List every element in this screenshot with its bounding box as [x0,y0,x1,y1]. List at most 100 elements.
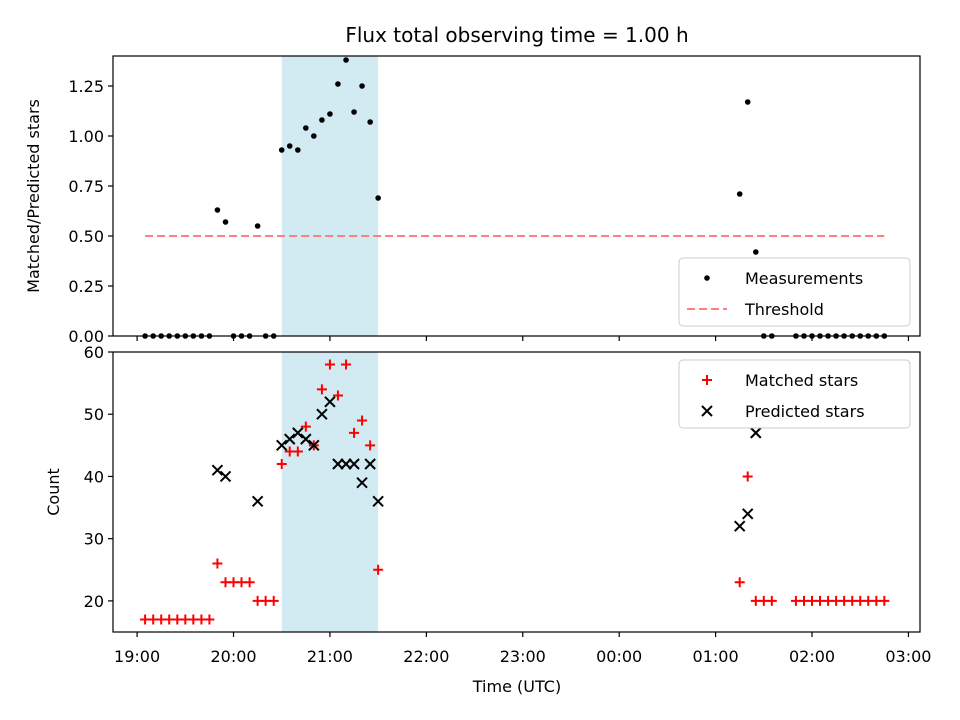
legend-label: Measurements [745,269,863,288]
y-tick-label: 0.50 [68,227,104,246]
y-tick-label: 50 [84,405,104,424]
data-point [744,99,751,105]
data-point [212,558,223,569]
x-tick-label: 21:00 [307,647,353,666]
legend-label: Threshold [744,300,824,319]
y-tick-label: 60 [84,343,104,362]
legend-box [678,359,911,429]
data-point [276,459,287,469]
data-point [284,433,296,445]
data-point [736,191,743,197]
data-point [356,476,368,489]
data-point [316,384,327,395]
x-tick-label: 02:00 [789,647,835,666]
data-point [879,595,890,606]
data-point [211,464,224,476]
legend-label: Matched stars [745,371,858,390]
data-point [332,458,344,470]
data-point [332,390,343,401]
x-tick-label: 03:00 [885,647,931,666]
data-point [222,219,229,225]
data-point [292,427,304,439]
x-tick-label: 23:00 [500,647,546,666]
legend-swatch [704,275,710,281]
data-point [324,359,335,370]
y-tick-label: 0.75 [68,177,104,196]
data-point [308,439,320,452]
legend-swatch [701,405,713,417]
data-point [219,470,232,483]
y-tick-label: 1.00 [68,127,104,146]
x-tick-label: 00:00 [596,647,642,666]
top-subplot: 0.00 0.25 0.50 0.75 1.00 1.25 Measurements Thre… [68,55,921,346]
legend-label: Predicted stars [745,402,865,421]
x-tick-label: 20:00 [210,647,256,666]
data-point [335,81,341,87]
series-matched-stars [140,359,890,625]
data-point [319,117,325,123]
data-point [375,195,381,201]
top-y-axis-label: Matched/Predicted stars [24,99,43,293]
data-point [286,143,293,149]
series-predicted-stars [211,396,762,532]
data-point [741,508,754,520]
data-point [750,427,762,439]
legend-swatch [702,375,712,385]
data-point [359,83,365,89]
observation-span-shade [281,56,379,336]
data-point [348,458,360,470]
data-point [311,133,317,139]
data-point [204,614,215,625]
data-point [364,458,376,470]
data-point [316,408,328,420]
data-point [214,207,221,213]
bottom-y-axis-label: Count [44,468,63,516]
y-tick-label: 0.00 [68,327,104,346]
data-point [303,125,309,131]
data-point [295,147,301,153]
data-point [341,359,352,370]
bottom-subplot: 20 30 40 50 60 19:00 20:00 21:00 22:00 23:00 00:00… [84,343,932,666]
y-tick-label: 30 [84,530,104,549]
data-point [343,57,349,63]
data-point [300,433,312,445]
axes-frame [112,55,921,337]
legend-item: Measurements [704,269,863,288]
data-point [372,495,384,508]
legend: Measurements Threshold [678,257,911,327]
data-point [373,564,384,575]
data-point [244,577,255,588]
data-point [766,595,777,606]
data-point [734,577,745,588]
y-tick-label: 20 [84,592,104,611]
data-point [349,427,360,438]
x-axis-label: Time (UTC) [472,677,561,696]
data-point [742,471,753,482]
data-point [268,595,279,606]
data-point [753,249,759,255]
legend-box [678,257,911,327]
data-point [254,223,261,229]
x-tick-label: 22:00 [403,647,449,666]
y-tick-label: 40 [84,467,104,486]
data-point [251,495,264,508]
data-point [292,446,303,457]
legend-item: Predicted stars [701,402,865,421]
x-tick-label: 01:00 [693,647,739,666]
x-tick-label: 19:00 [114,647,160,666]
data-point [357,415,368,426]
legend: Matched stars Predicted stars [678,359,911,429]
data-point [327,111,333,117]
data-point [300,421,311,432]
data-point [351,109,357,115]
legend-item: Threshold [687,300,824,319]
observation-span-shade [281,352,379,632]
data-point [276,439,288,452]
legend-item: Matched stars [702,371,858,390]
axes-frame [112,351,921,633]
data-point [367,119,373,125]
data-point [733,520,746,532]
data-point [278,147,285,153]
chart-title: Flux total observing time = 1.00 h [345,23,688,47]
